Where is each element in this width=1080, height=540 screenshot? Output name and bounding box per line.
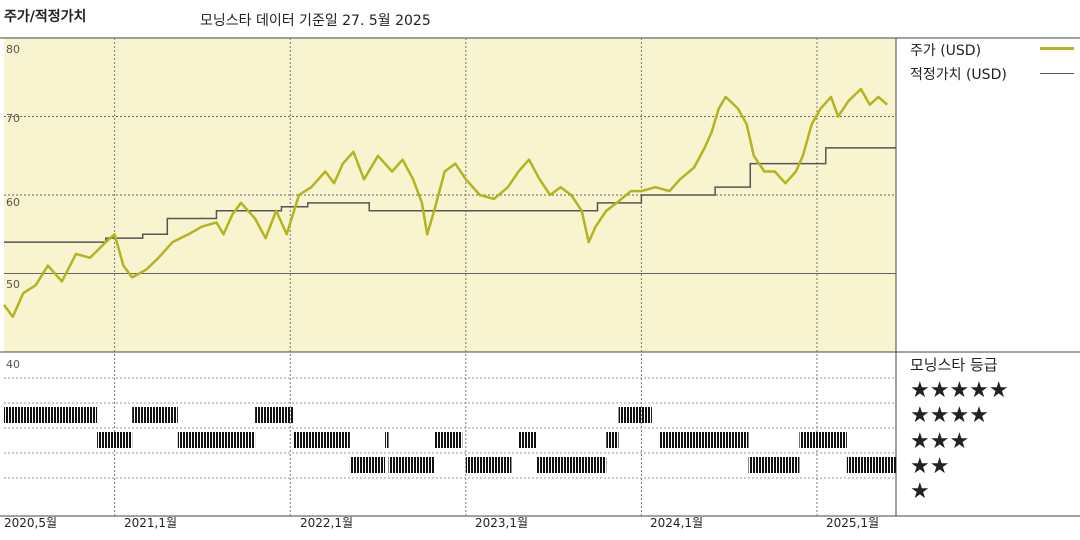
rating-bar-3-star (97, 432, 133, 448)
rating-bar-2-star (846, 457, 896, 473)
x-tick-label: 2021,1월 (124, 516, 178, 530)
chart-title: 주가/적정가치 (4, 9, 87, 25)
rating-bar-3-star (606, 432, 619, 448)
rating-row-1: ★ (910, 479, 930, 504)
rating-bar-3-star (518, 432, 537, 448)
rating-bar-3-star (293, 432, 350, 448)
x-tick-label: 2020,5월 (4, 516, 58, 530)
y-tick-label: 80 (6, 43, 20, 56)
rating-bar-3-star (799, 432, 847, 448)
rating-bar-2-star (536, 457, 607, 473)
rating-bar-2-star (388, 457, 435, 473)
legend-fair-swatch (1040, 73, 1074, 74)
legend-price-label: 주가 (USD) (910, 43, 982, 59)
rating-bar-4-star (4, 407, 98, 423)
x-tick-label: 2024,1월 (650, 516, 704, 530)
rating-row-5: ★★★★★ (910, 378, 1009, 403)
rating-row-2: ★★ (910, 454, 950, 479)
x-tick-label: 2023,1월 (475, 516, 529, 530)
y-tick-label: 40 (6, 358, 20, 371)
rating-bar-2-star (349, 457, 386, 473)
rating-title: 모닝스타 등급 (910, 356, 998, 374)
rating-row-4: ★★★★ (910, 403, 989, 428)
rating-bar-4-star (255, 407, 294, 423)
x-tick-label: 2025,1월 (826, 516, 880, 530)
chart-subtitle: 모닝스타 데이터 기준일 27. 5월 2025 (200, 13, 431, 29)
legend-price-swatch (1040, 47, 1074, 50)
rating-bar-3-star (177, 432, 256, 448)
legend-fair-label: 적정가치 (USD) (910, 67, 1007, 83)
rating-bar-3-star (658, 432, 749, 448)
rating-bar-2-star (465, 457, 512, 473)
rating-bar-4-star (618, 407, 652, 423)
y-tick-label: 70 (6, 112, 20, 125)
y-tick-label: 60 (6, 196, 20, 209)
rating-bar-4-star (132, 407, 178, 423)
rating-bar-3-star (434, 432, 463, 448)
x-tick-label: 2022,1월 (300, 516, 354, 530)
rating-bar-2-star (748, 457, 800, 473)
y-tick-label: 50 (6, 278, 20, 291)
rating-row-3: ★★★ (910, 429, 970, 454)
rating-bar-3-star (385, 432, 389, 448)
fair-value-line (4, 147, 896, 243)
